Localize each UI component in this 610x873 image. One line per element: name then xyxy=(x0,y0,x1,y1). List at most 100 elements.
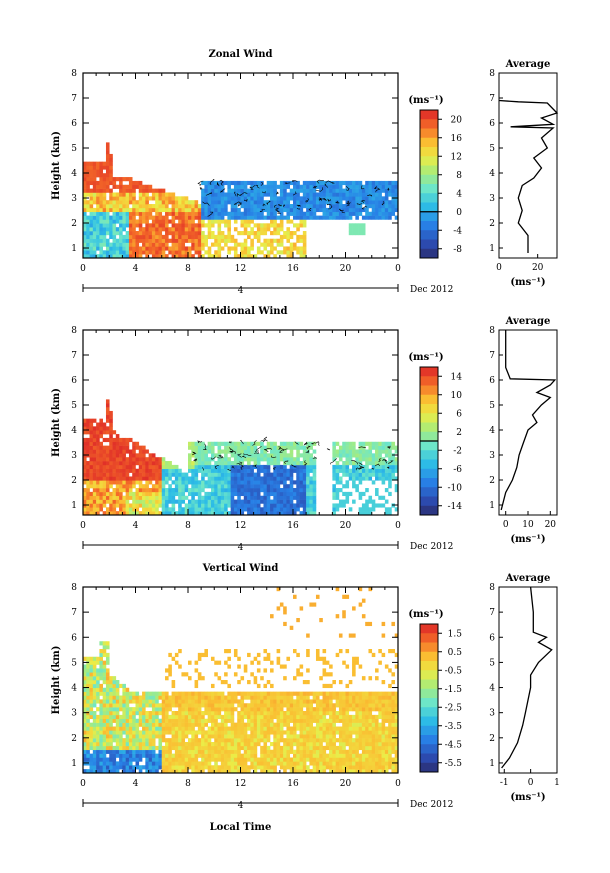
heatmap-cell xyxy=(112,738,117,743)
heatmap-cell xyxy=(217,464,222,470)
heatmap-cell xyxy=(86,165,90,170)
heatmap-cell xyxy=(286,453,291,458)
contour-segment xyxy=(304,460,308,466)
heatmap-cell xyxy=(260,711,264,716)
heatmap-cell xyxy=(214,250,218,255)
heatmap-cell xyxy=(151,707,156,712)
heatmap-cell xyxy=(125,488,130,493)
heatmap-cell xyxy=(155,250,159,255)
heatmap-cell xyxy=(142,703,146,708)
heatmap-cell xyxy=(286,695,291,700)
heatmap-cell xyxy=(86,676,90,681)
heatmap-cell xyxy=(188,703,192,708)
heatmap-cell xyxy=(151,234,156,240)
heatmap-cell xyxy=(125,738,130,743)
heatmap-cell xyxy=(289,254,294,259)
heatmap-cell xyxy=(112,491,117,497)
heatmap-cell xyxy=(299,223,304,228)
heatmap-cell xyxy=(348,227,353,232)
heatmap-cell xyxy=(220,184,225,189)
heatmap-cell xyxy=(145,769,149,774)
heatmap-cell xyxy=(132,511,136,516)
heatmap-cell xyxy=(181,488,186,493)
heatmap-cell xyxy=(102,468,107,473)
heatmap-cell xyxy=(122,699,126,704)
heatmap-cell xyxy=(224,765,228,770)
heatmap-cell xyxy=(109,426,113,431)
heatmap-cell xyxy=(168,231,172,236)
heatmap-cell xyxy=(233,745,238,751)
heatmap-cell xyxy=(99,649,103,654)
heatmap-cell xyxy=(151,742,156,747)
heatmap-cell xyxy=(148,488,153,493)
heatmap-cell xyxy=(391,211,396,216)
heatmap-cell xyxy=(299,711,304,716)
heatmap-cell xyxy=(361,453,366,458)
heatmap-cell xyxy=(230,691,235,696)
heatmap-cell xyxy=(151,223,156,228)
heatmap-cell xyxy=(253,223,258,228)
heatmap-cell xyxy=(243,468,248,473)
heatmap-cell xyxy=(83,476,87,481)
heatmap-cell xyxy=(233,196,238,201)
heatmap-cell xyxy=(230,738,235,743)
heatmap-cell xyxy=(138,196,143,201)
heatmap-cell xyxy=(315,757,320,762)
heatmap-cell xyxy=(230,207,235,213)
heatmap-cell xyxy=(181,234,186,240)
heatmap-cell xyxy=(102,511,107,516)
heatmap-cell xyxy=(138,254,143,259)
x-tick-label: 12 xyxy=(235,521,246,531)
heatmap-cell xyxy=(276,587,281,592)
heatmap-cell xyxy=(293,730,297,735)
heatmap-cell xyxy=(125,472,130,477)
heatmap-cell xyxy=(329,200,333,205)
heatmap-cell xyxy=(220,680,225,685)
heatmap-cell xyxy=(260,507,264,512)
heatmap-cell xyxy=(243,464,248,470)
heatmap-cell xyxy=(286,192,291,197)
heatmap-cell xyxy=(233,652,238,658)
heatmap-cell xyxy=(312,476,317,481)
heatmap-cell xyxy=(83,668,87,673)
heatmap-cell xyxy=(306,441,310,446)
heatmap-cell xyxy=(210,192,215,197)
heatmap-cell xyxy=(109,157,113,162)
heatmap-cell xyxy=(96,430,100,435)
heatmap-cell xyxy=(368,211,373,216)
heatmap-cell xyxy=(293,188,297,193)
heatmap-cell xyxy=(122,769,126,774)
heatmap-cell xyxy=(204,734,208,739)
heatmap-cell xyxy=(201,246,205,251)
heatmap-cell xyxy=(214,757,218,762)
heatmap-cell xyxy=(201,703,205,708)
heatmap-cell xyxy=(135,726,140,731)
heatmap-cell xyxy=(237,488,241,493)
heatmap-cell xyxy=(96,491,100,497)
heatmap-cell xyxy=(299,730,304,735)
heatmap-cell xyxy=(109,711,113,716)
heatmap-cell xyxy=(256,703,261,708)
heatmap-cell xyxy=(332,192,336,197)
heatmap-cell xyxy=(142,742,146,747)
heatmap-cell xyxy=(165,503,169,508)
y-tick-label: 3 xyxy=(71,194,77,204)
heatmap-cell xyxy=(230,488,235,493)
heatmap-cell xyxy=(151,699,156,704)
x-tick-label: 20 xyxy=(340,264,352,274)
heatmap-cell xyxy=(142,246,146,251)
heatmap-cell xyxy=(99,215,103,220)
heatmap-cell xyxy=(299,695,304,700)
heatmap-cell xyxy=(227,180,231,186)
heatmap-cell xyxy=(233,472,238,477)
heatmap-cell xyxy=(273,484,277,489)
heatmap-cell xyxy=(128,464,133,470)
heatmap-cell xyxy=(266,695,271,700)
heatmap-cell xyxy=(201,254,205,259)
heatmap-cell xyxy=(263,765,268,770)
heatmap-cell xyxy=(83,234,87,240)
heatmap-cell xyxy=(279,223,284,228)
heatmap-cell xyxy=(253,472,258,477)
heatmap-cell xyxy=(181,753,186,758)
heatmap-cell xyxy=(384,204,389,209)
